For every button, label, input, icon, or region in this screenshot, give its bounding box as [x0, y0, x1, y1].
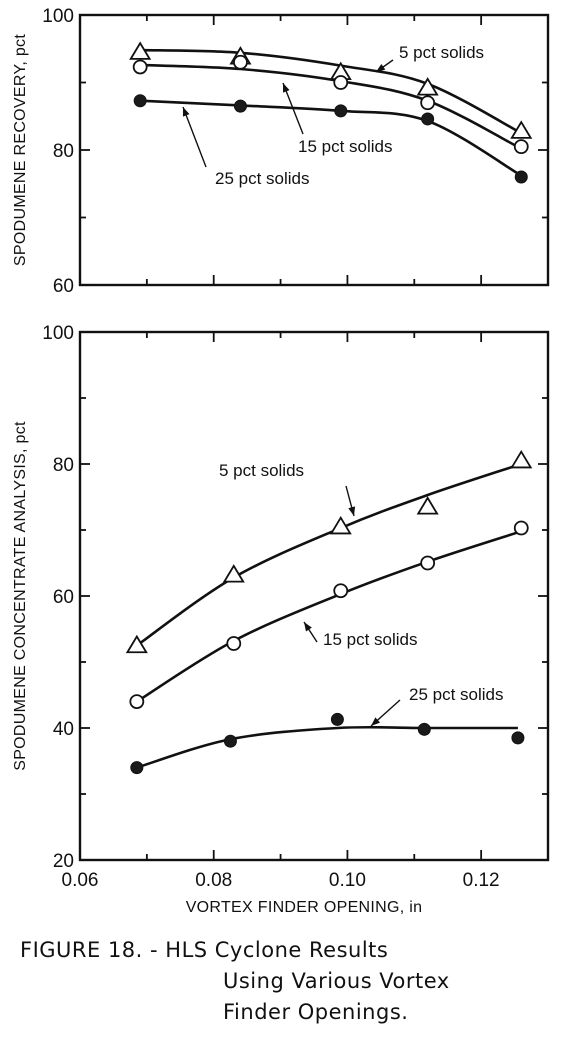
- filled-circle-marker: [334, 104, 348, 118]
- y-tick-label: 100: [42, 323, 74, 344]
- triangle-marker: [416, 77, 439, 96]
- y-axis-title: SPODUMENE RECOVERY, pct: [12, 34, 29, 266]
- open-circle-marker: [420, 95, 436, 111]
- figure-caption: FIGURE 18. - HLS Cyclone Results Using V…: [20, 935, 560, 1028]
- filled-circle-marker: [133, 94, 147, 108]
- open-circle-marker: [513, 520, 529, 536]
- y-axis-title: SPODUMENE CONCENTRATE ANALYSIS, pct: [12, 421, 29, 771]
- figure-18-charts: 60 80 100 SPODUMENE RECOVERY, pct 5 pct soli…: [12, 6, 550, 916]
- x-tick-label: 0.06: [62, 870, 99, 891]
- annotation-arrowhead: [371, 717, 381, 726]
- y-tick-label: 40: [53, 719, 74, 740]
- series-annotation: 5 pct solids: [219, 461, 304, 480]
- open-circle-marker: [129, 694, 145, 709]
- series-annotation: 5 pct solids: [399, 43, 484, 62]
- y-tick-label: 80: [53, 455, 74, 476]
- series-curve-2: [136, 530, 522, 703]
- triangle-marker: [510, 120, 533, 139]
- series-annotation: 15 pct solids: [298, 137, 393, 156]
- annotation-leader: [182, 106, 207, 168]
- triangle-marker: [329, 515, 352, 535]
- filled-circle-marker: [417, 722, 431, 736]
- series-annotation: 25 pct solids: [409, 685, 504, 704]
- filled-circle-marker: [421, 112, 435, 126]
- open-circle-marker: [226, 636, 242, 651]
- open-circle-marker: [333, 583, 349, 599]
- triangle-marker: [222, 564, 245, 583]
- series-curve-1: [140, 48, 522, 135]
- open-circle-marker: [132, 59, 148, 75]
- filled-circle-marker: [330, 712, 344, 726]
- triangle-marker: [416, 496, 439, 515]
- x-tick-label: 0.08: [195, 870, 232, 891]
- x-axis-title: VORTEX FINDER OPENING, in: [186, 899, 423, 916]
- open-circle-marker: [513, 139, 529, 155]
- filled-circle-marker: [130, 761, 144, 775]
- filled-circle-marker: [233, 99, 247, 113]
- y-tick-label: 20: [53, 851, 74, 872]
- annotation-arrowhead: [283, 83, 290, 93]
- series-curve-1: [136, 462, 522, 647]
- annotation-leader: [282, 82, 304, 135]
- filled-circle-marker: [511, 731, 525, 745]
- annotation-arrowhead: [376, 63, 386, 72]
- series-annotation: 25 pct solids: [215, 169, 310, 188]
- caption-line-3: Finder Openings.: [223, 1000, 409, 1024]
- annotation-arrowhead: [304, 622, 312, 632]
- chart-panel-1: 60 80 100 SPODUMENE RECOVERY, pct 5 pct soli…: [12, 6, 550, 297]
- series-annotation: 15 pct solids: [323, 630, 418, 649]
- triangle-marker: [125, 634, 148, 654]
- chart-panel-2: 20 40 60 80 100 0.06 0.08 0.10 0.12 SPODUMENE CON…: [12, 323, 550, 916]
- y-tick-label: 100: [42, 6, 74, 27]
- filled-circle-marker: [514, 170, 528, 184]
- open-circle-marker: [420, 555, 436, 571]
- caption-line-2: Using Various Vortex: [223, 969, 450, 993]
- series-curve-3: [136, 725, 518, 769]
- triangle-marker: [510, 449, 533, 469]
- open-circle-marker: [333, 75, 349, 90]
- x-tick-label: 0.10: [329, 870, 366, 891]
- y-tick-label: 60: [53, 587, 74, 608]
- x-tick-label: 0.12: [463, 870, 500, 891]
- annotation-arrowhead: [182, 107, 190, 117]
- y-tick-label: 80: [53, 141, 74, 162]
- y-tick-label: 60: [53, 276, 74, 297]
- filled-circle-marker: [223, 734, 237, 748]
- triangle-marker: [129, 41, 152, 60]
- plot-frame: [78, 330, 550, 862]
- open-circle-marker: [233, 54, 248, 70]
- caption-line-1: FIGURE 18. - HLS Cyclone Results: [20, 938, 389, 962]
- annotation-arrowhead: [348, 506, 356, 516]
